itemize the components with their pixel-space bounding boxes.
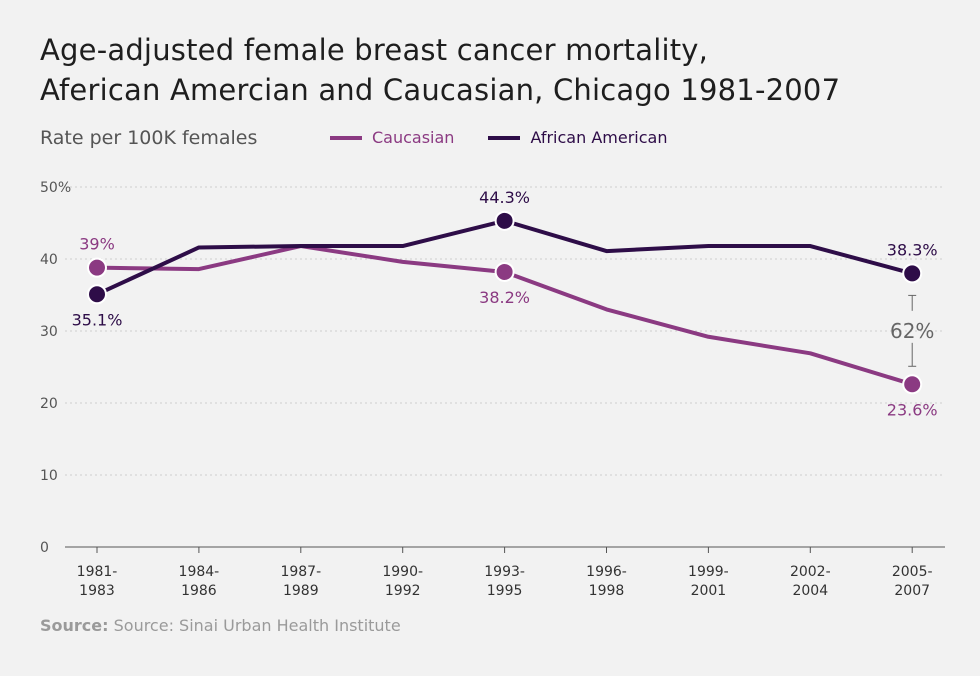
legend-swatch-african-american — [488, 135, 521, 140]
legend-item-caucasian: Caucasian — [330, 128, 454, 147]
x-tick-label: 2004 — [792, 583, 828, 599]
chart-title: Age-adjusted female breast cancer mortal… — [40, 30, 960, 110]
series-line-african-american — [95, 218, 915, 297]
chart-title-line-2: Aferican Amercian and Caucasian, Chicago… — [40, 73, 841, 107]
x-tick-label: 1990- — [382, 564, 423, 580]
x-tick-label: 1981- — [77, 564, 118, 580]
source-text: Source: Sinai Urban Health Institute — [108, 616, 401, 635]
legend-label-african-american: African American — [530, 128, 668, 147]
data-point-marker — [494, 210, 515, 231]
x-tick-label: 2007 — [894, 583, 930, 599]
x-tick-label: 1999- — [688, 564, 729, 580]
y-axis-label: Rate per 100K females — [40, 127, 258, 149]
x-tick-label: 1986 — [181, 583, 217, 599]
x-tick-label: 1989 — [283, 583, 319, 599]
data-point-marker — [902, 263, 923, 284]
x-tick-label: 1996- — [586, 564, 627, 580]
source-label: Source: — [40, 616, 109, 635]
chart-title-line-1: Age-adjusted female breast cancer mortal… — [40, 33, 709, 67]
y-tick-label: 0 — [40, 540, 49, 556]
data-label: 38.3% — [887, 240, 938, 259]
x-tick-label: 1995 — [487, 583, 523, 599]
data-label: 44.3% — [479, 188, 530, 207]
data-label: 39% — [79, 235, 115, 254]
legend-swatch-caucasian — [330, 135, 362, 140]
x-tick-label: 1998 — [589, 583, 625, 599]
data-point-marker — [902, 374, 923, 395]
y-tick-label: 10 — [40, 468, 58, 484]
x-tick-label: 2005- — [892, 564, 933, 580]
y-tick-label: 30 — [40, 324, 58, 340]
legend: Caucasian African American — [330, 128, 667, 147]
data-point-marker — [494, 261, 515, 282]
x-tick-label: 1983 — [79, 583, 115, 599]
y-tick-label: 40 — [40, 252, 58, 268]
data-point-marker — [87, 284, 107, 305]
data-point-marker — [87, 257, 107, 278]
x-tick-label: 1984- — [179, 564, 220, 580]
source-note: Source: Source: Sinai Urban Health Insti… — [40, 616, 401, 635]
x-tick-label: 2002- — [790, 564, 831, 580]
data-label: 38.2% — [479, 288, 530, 307]
y-tick-label: 20 — [40, 396, 58, 412]
data-label: 35.1% — [72, 310, 123, 329]
legend-label-caucasian: Caucasian — [372, 128, 455, 147]
annotation-label: 62% — [890, 319, 934, 343]
x-tick-label: 1993- — [484, 564, 525, 580]
legend-item-african-american: African American — [488, 128, 667, 147]
x-tick-label: 2001 — [691, 583, 727, 599]
x-tick-label: 1987- — [280, 564, 321, 580]
x-tick-label: 1992 — [385, 583, 421, 599]
y-tick-label: 50% — [40, 180, 71, 196]
data-label: 23.6% — [887, 400, 938, 419]
